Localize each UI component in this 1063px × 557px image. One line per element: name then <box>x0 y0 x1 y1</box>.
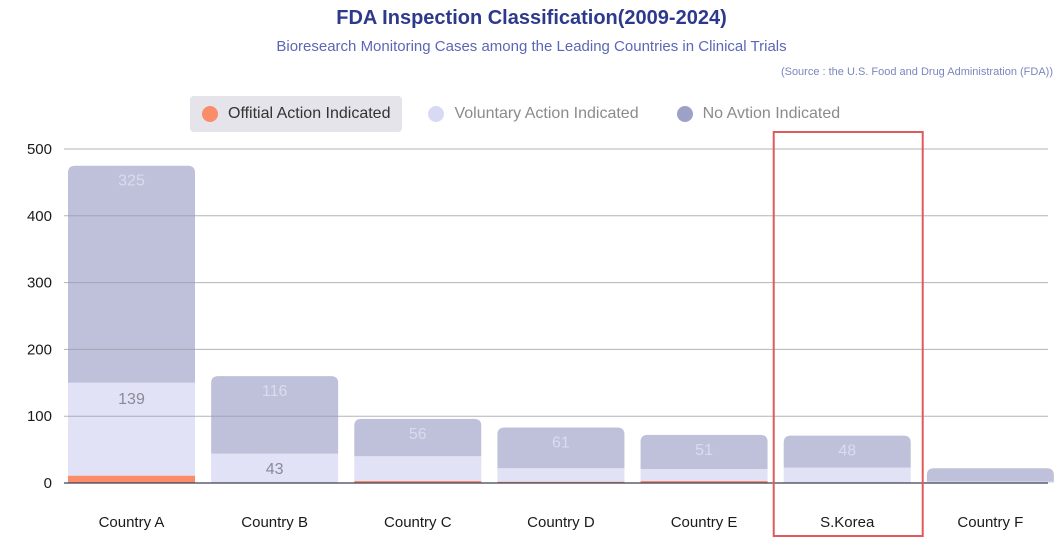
y-tick-label: 300 <box>27 275 52 292</box>
x-tick-label: Country F <box>957 514 1023 531</box>
legend-dot-voluntary-action <box>428 106 445 122</box>
bar-segment <box>926 481 1054 483</box>
bar-segment <box>68 165 195 383</box>
bar-segment <box>354 456 482 481</box>
bar-segment <box>926 468 1054 482</box>
chart-subtitle: Bioresearch Monitoring Cases among the L… <box>276 38 787 55</box>
bar-segment <box>783 467 911 483</box>
bar-segment <box>68 475 195 483</box>
bar-segment <box>497 427 625 469</box>
highlight-box <box>772 131 924 537</box>
x-tick-label: Country A <box>99 514 165 531</box>
x-tick-label: S.Korea <box>820 514 875 531</box>
chart-title: FDA Inspection Classification(2009-2024) <box>336 7 727 29</box>
legend-item-no-action[interactable]: No Avtion Indicated <box>665 96 853 132</box>
x-tick-label: Country C <box>384 514 452 531</box>
data-label: 61 <box>552 435 570 452</box>
bar-segment <box>211 453 339 483</box>
bar-segment <box>497 468 625 482</box>
data-label: 48 <box>838 443 856 460</box>
legend-label-no-action: No Avtion Indicated <box>702 105 841 122</box>
bar-segment <box>640 468 768 481</box>
legend-dot-no-action <box>676 106 693 122</box>
bar-segment <box>783 435 911 468</box>
legend-dot-official-action <box>202 106 218 122</box>
chart-legend: Offitial Action Indicated Voluntary Acti… <box>190 96 866 132</box>
bar-segment <box>640 434 768 469</box>
bar-segment <box>211 376 339 454</box>
bar-segment <box>640 480 768 483</box>
bar-segment <box>354 418 482 457</box>
y-tick-label: 400 <box>27 208 52 225</box>
y-tick-label: 200 <box>27 341 52 358</box>
legend-item-voluntary-action[interactable]: Voluntary Action Indicated <box>416 96 650 132</box>
bar-segment <box>68 382 195 476</box>
data-label: 139 <box>118 391 145 408</box>
bars-layer <box>68 165 1054 483</box>
legend-item-official-action[interactable]: Offitial Action Indicated <box>190 96 403 132</box>
chart-source: (Source : the U.S. Food and Drug Adminis… <box>780 66 1053 78</box>
data-label: 325 <box>118 173 145 190</box>
gridline-overlay <box>64 148 1048 484</box>
y-tick-label: 500 <box>27 141 52 158</box>
y-tick-label: 100 <box>27 408 52 425</box>
labels-layer: 0 100 200 300 400 500 139 325 Country A 43 116 Coun… <box>27 131 1023 537</box>
legend-label-voluntary-action: Voluntary Action Indicated <box>454 105 639 122</box>
data-label: 116 <box>262 383 288 400</box>
bar-segment <box>354 480 482 483</box>
x-tick-label: Country B <box>241 514 308 531</box>
legend-label-official-action: Offitial Action Indicated <box>228 105 391 122</box>
bar-segment <box>497 481 625 483</box>
x-tick-label: Country D <box>527 514 595 531</box>
data-label: 43 <box>266 461 284 478</box>
y-tick-label: 0 <box>44 475 52 492</box>
data-label: 51 <box>695 442 713 459</box>
data-label: 56 <box>409 426 427 443</box>
x-tick-label: Country E <box>671 514 738 531</box>
